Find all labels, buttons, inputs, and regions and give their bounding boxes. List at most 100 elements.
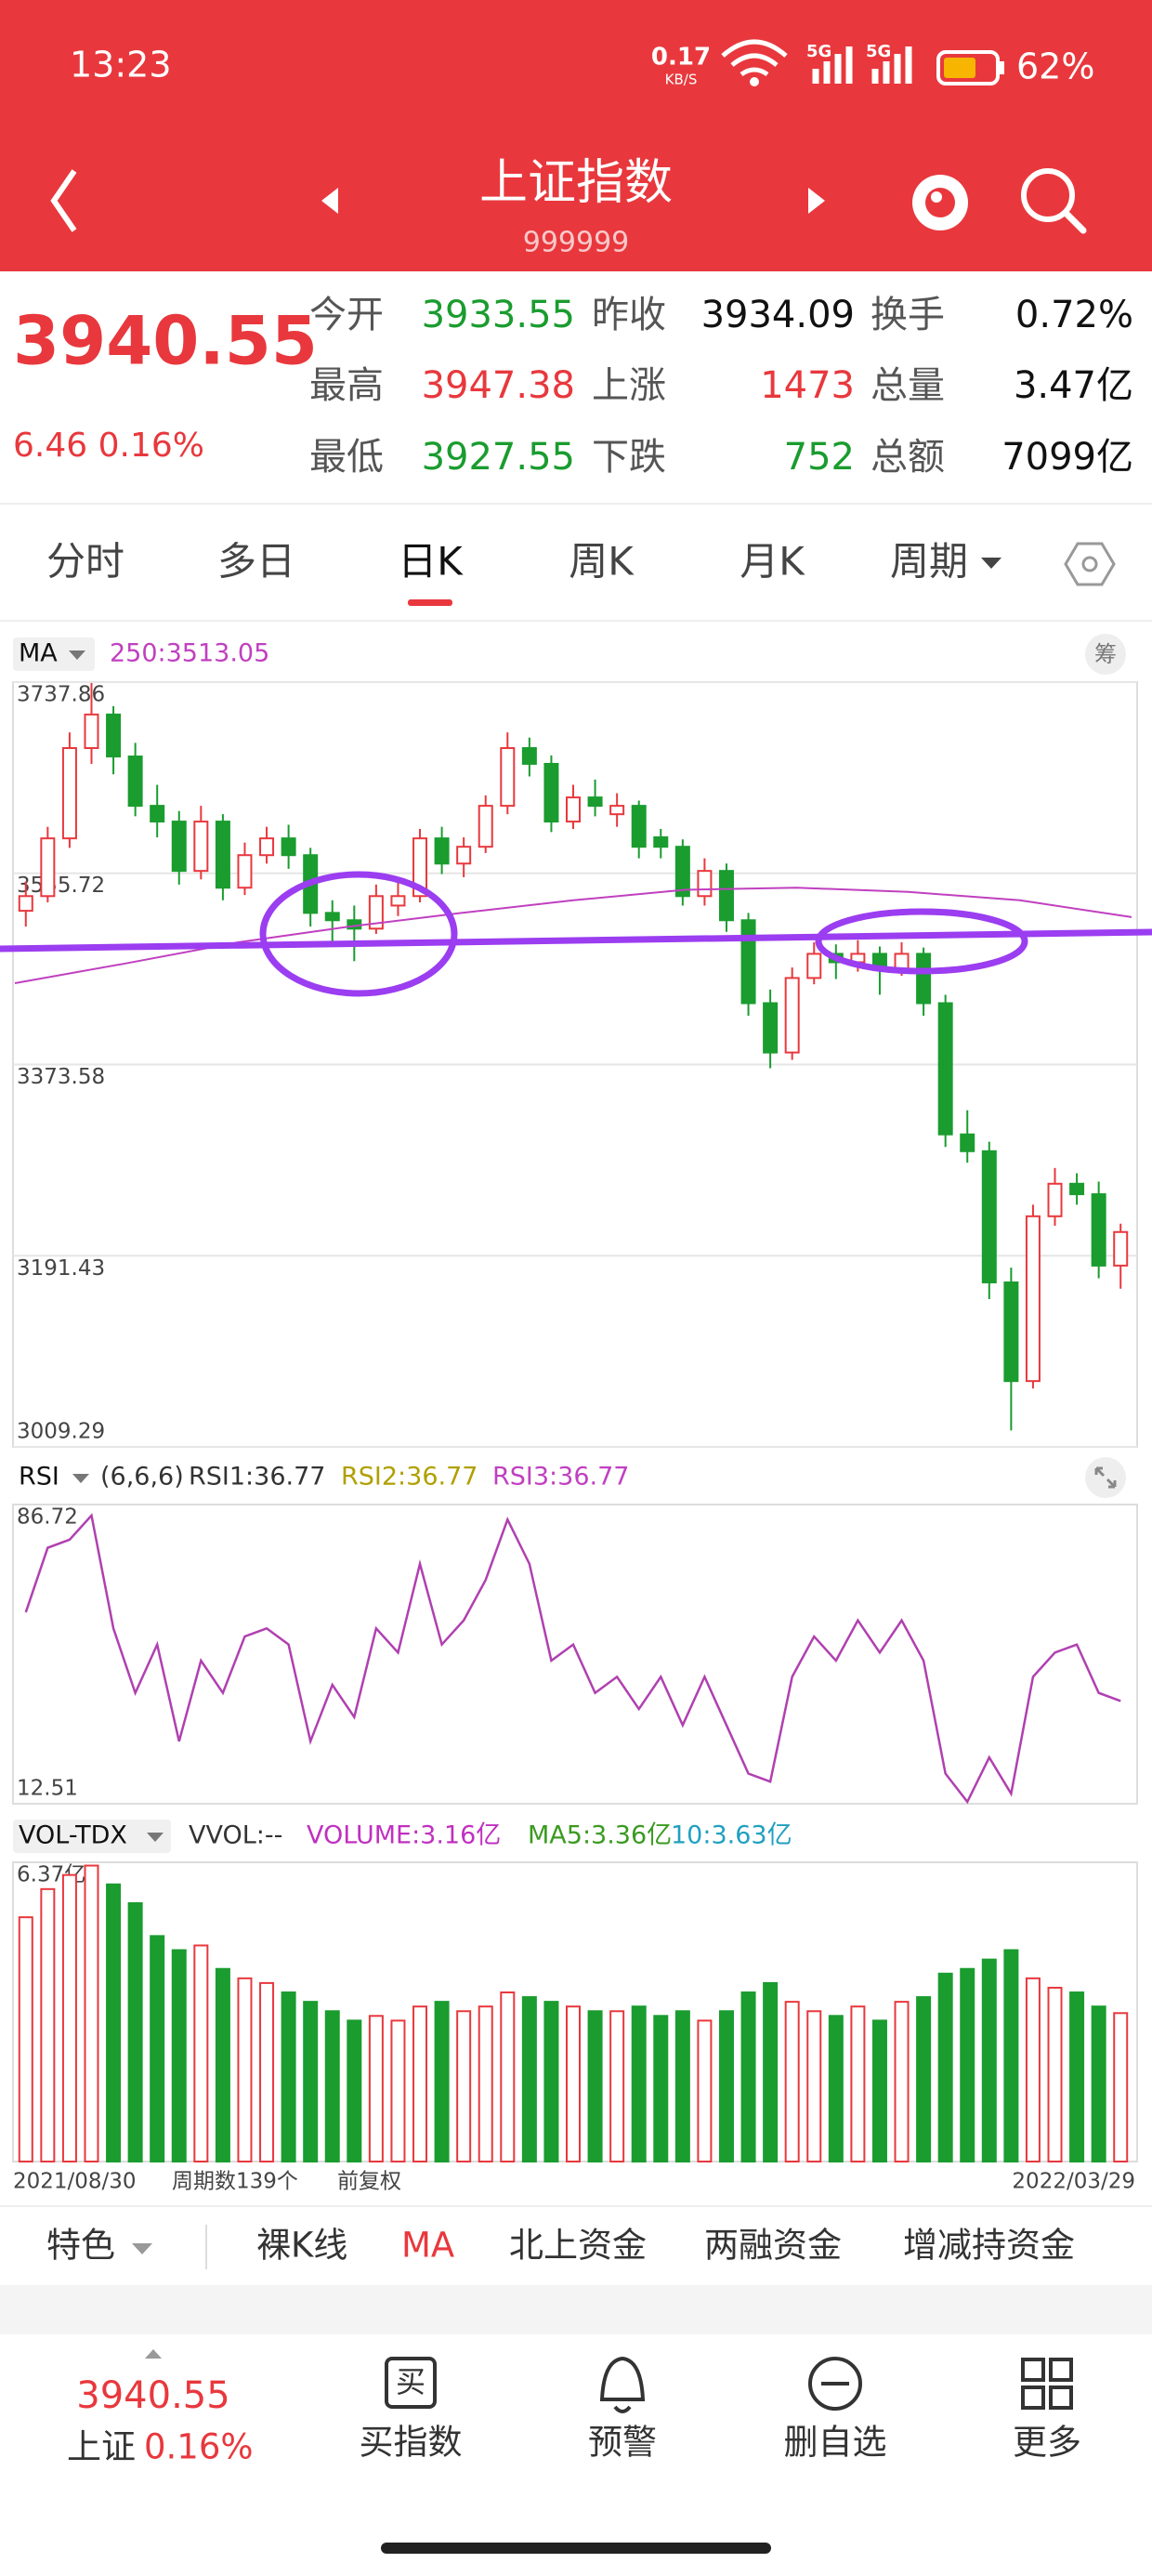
candle-body [18, 895, 33, 913]
candle-body [61, 747, 77, 840]
price-change: 6.46 0.16% [13, 427, 204, 465]
nav-change: 0.16% [144, 2427, 254, 2467]
candle-body [127, 756, 143, 808]
indicator-selector[interactable] [13, 1820, 171, 1853]
volume-bar [18, 1916, 33, 2162]
back-button[interactable] [50, 169, 77, 232]
ma-legend: 250:3513.05 [110, 639, 269, 668]
volume-bar [718, 2010, 734, 2162]
ma250-line [14, 887, 1132, 985]
settings-button[interactable] [1064, 542, 1116, 586]
y-tick-label: 86.72 [17, 1505, 78, 1530]
rsi-legend: RSI1:36.77 [189, 1463, 325, 1492]
candle-body [237, 854, 253, 889]
wifi-icon [721, 39, 788, 77]
stat-value: 7099亿 [1001, 436, 1133, 479]
spacer [0, 2285, 1152, 2334]
volume-bar [259, 1981, 275, 2163]
volume-bar [281, 1991, 296, 2162]
feature-item[interactable]: 特色 [46, 2226, 115, 2266]
nav-item[interactable]: 预警 [588, 2423, 657, 2463]
battery-percent: 62% [1016, 46, 1094, 87]
candle-body [171, 821, 187, 873]
candle-body [653, 836, 669, 848]
period-tab[interactable]: 分时 [46, 539, 124, 585]
feature-item[interactable]: 北上资金 [509, 2226, 647, 2266]
vol-legend: VVOL:-- [189, 1821, 282, 1850]
candle-body [106, 713, 122, 758]
volume-bar [390, 2019, 406, 2162]
feature-item-active[interactable]: MA [401, 2226, 454, 2266]
feature-item[interactable]: 两融资金 [704, 2226, 842, 2266]
candle-body [412, 837, 428, 898]
y-tick-label: 3555.72 [17, 874, 105, 898]
volume-bar [566, 2005, 581, 2162]
volume-bar [1069, 1991, 1085, 2162]
period-tab[interactable]: 多日 [217, 539, 295, 585]
candle-body [609, 805, 625, 816]
annotations [0, 871, 1152, 997]
feature-item[interactable]: 裸K线 [256, 2226, 347, 2266]
signal-icon [871, 46, 912, 84]
volume-bar [193, 1944, 209, 2162]
volume-bar [215, 1967, 230, 2163]
dropdown-arrow [72, 1474, 89, 1483]
vol-legend: MA5:3.36亿 [528, 1821, 672, 1850]
clock: 13:23 [70, 45, 172, 85]
rsi-frame [12, 1504, 1138, 1805]
chips-button[interactable] [1085, 634, 1126, 675]
volume-bar [40, 1887, 56, 2163]
stat-label: 下跌 [592, 436, 666, 479]
buy-icon [385, 2357, 437, 2409]
volume-bar [171, 1949, 187, 2163]
candle-body [40, 837, 56, 898]
candle-body [84, 713, 99, 750]
stat-label: 换手 [871, 294, 945, 336]
stat-label: 昨收 [592, 294, 666, 336]
volume-bar [106, 1883, 122, 2163]
volume-bar [521, 1996, 537, 2162]
volume-bar [368, 2015, 384, 2162]
header-background [0, 0, 1152, 271]
stat-value: 752 [784, 436, 855, 479]
period-tab[interactable]: 周期 [890, 539, 968, 585]
volume-bar [127, 1901, 143, 2162]
wifi-dot [750, 77, 759, 86]
volume-bar [784, 2001, 800, 2162]
period-tab-active[interactable]: 日K [398, 539, 464, 585]
indicator-selector[interactable] [13, 637, 95, 671]
chart-marks: 3737.86 3555.72 3373.58 3191.43 3009.29 86.72… [13, 681, 1137, 2163]
nav-item[interactable]: 买指数 [360, 2423, 463, 2463]
search-button[interactable] [1021, 168, 1075, 222]
volume-bar [412, 2005, 428, 2162]
index-title: 上证指数 [479, 155, 673, 211]
battery-icon [936, 50, 1000, 85]
y-tick-label: 12.51 [17, 1777, 78, 1801]
candle-body [434, 837, 450, 865]
home-indicator [381, 2543, 771, 2554]
expand-button[interactable] [1085, 1457, 1126, 1498]
period-tab[interactable]: 周K [569, 539, 635, 585]
candle-body [1025, 1215, 1041, 1383]
nav-item[interactable]: 删自选 [784, 2423, 887, 2463]
period-tab[interactable]: 月K [740, 539, 805, 585]
candle-body [259, 837, 275, 857]
candle-body [368, 895, 384, 930]
y-tick-label: 3737.86 [17, 683, 105, 707]
indicator-name: RSI [19, 1463, 59, 1492]
feature-item[interactable]: 增减持资金 [903, 2226, 1075, 2266]
start-date: 2021/08/30 [13, 2170, 137, 2194]
prev-index-button[interactable] [321, 188, 338, 214]
volume-bar [850, 2005, 866, 2162]
next-index-button[interactable] [808, 188, 825, 214]
nav-item[interactable]: 更多 [1013, 2423, 1081, 2463]
indicator-name: MA [19, 639, 58, 668]
volume-bar [1025, 1977, 1041, 2163]
dropdown-arrow [69, 651, 85, 660]
volume-bar [1003, 1949, 1019, 2163]
volume-bar [150, 1935, 165, 2162]
nav-price[interactable]: 3940.55 [76, 2374, 229, 2417]
volume-bar [740, 1991, 756, 2162]
volume-bar [828, 2015, 844, 2162]
stat-value: 1473 [760, 364, 855, 407]
